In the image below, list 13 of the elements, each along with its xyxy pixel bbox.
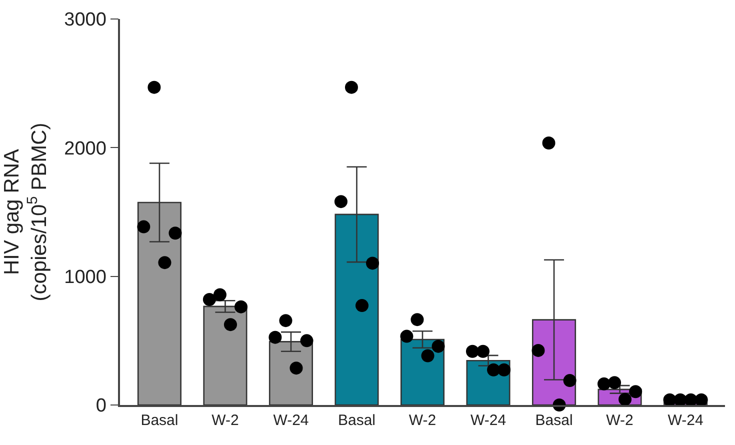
y-tick-label: 3000 bbox=[64, 10, 106, 31]
y-tick-label: 0 bbox=[96, 396, 106, 417]
x-tick-label: Basal bbox=[140, 412, 178, 429]
x-tick-label: Basal bbox=[535, 412, 573, 429]
x-tick-label: W-24 bbox=[668, 412, 704, 429]
x-tick-label: W-2 bbox=[606, 412, 634, 429]
y-tick-label: 1000 bbox=[64, 266, 106, 288]
x-tick-label: Basal bbox=[338, 412, 376, 429]
x-tick-label: W-2 bbox=[212, 412, 239, 429]
x-tick-label: W-2 bbox=[408, 412, 436, 429]
x-tick-label: W-24 bbox=[470, 412, 506, 429]
y-tick-label: 2000 bbox=[64, 138, 106, 160]
x-tick-label: W-24 bbox=[273, 412, 309, 429]
